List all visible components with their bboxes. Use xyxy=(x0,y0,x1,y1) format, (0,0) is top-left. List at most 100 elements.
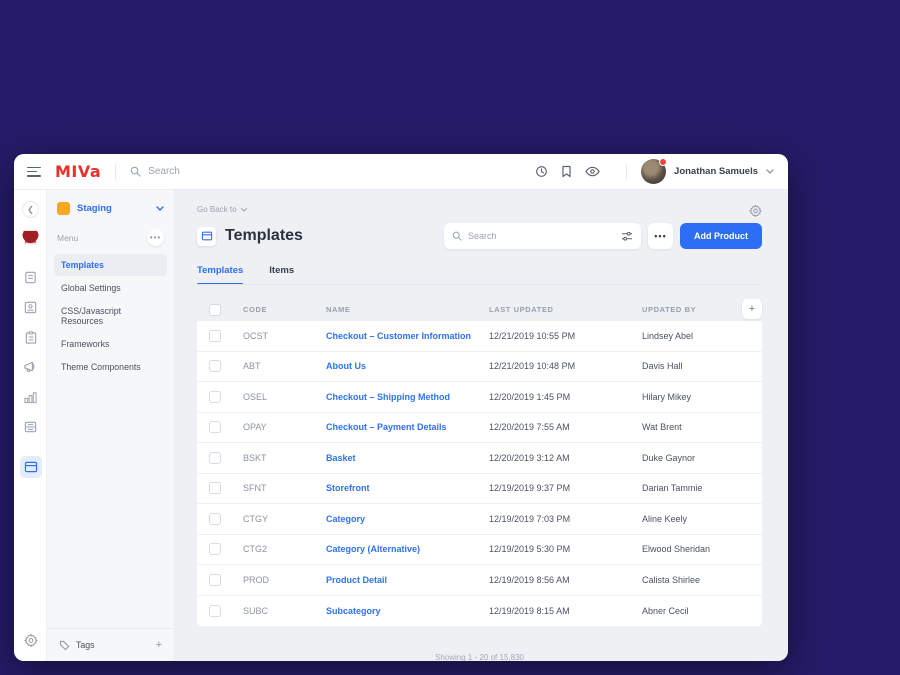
table-row[interactable]: CTG2 Category (Alternative) 12/19/2019 5… xyxy=(197,534,762,565)
row-updated-by: Elwood Sheridan xyxy=(642,544,711,555)
reports-icon[interactable] xyxy=(14,384,47,410)
row-name-link[interactable]: Category xyxy=(326,513,366,524)
search-icon xyxy=(130,166,141,177)
customers-icon[interactable] xyxy=(14,294,47,320)
store-selector[interactable]: Staging xyxy=(57,202,164,215)
orders-icon[interactable] xyxy=(14,264,47,290)
add-product-button[interactable]: Add Product xyxy=(680,223,762,249)
column-header-name[interactable]: NAME xyxy=(326,305,351,314)
row-checkbox[interactable] xyxy=(209,360,221,373)
sidebar-item-theme-components[interactable]: Theme Components xyxy=(61,362,141,372)
icon-rail: ❮ xyxy=(14,190,47,661)
list-search[interactable] xyxy=(444,223,641,249)
table-row[interactable]: SUBC Subcategory 12/19/2019 8:15 AM Abne… xyxy=(197,595,762,626)
table-row[interactable]: OSEL Checkout – Shipping Method 12/20/20… xyxy=(197,382,762,413)
sidebar-item-templates[interactable]: Templates xyxy=(54,254,167,276)
row-name-link[interactable]: Category (Alternative) xyxy=(326,544,421,555)
user-name: Jonathan Samuels xyxy=(674,166,758,177)
tabs-divider xyxy=(197,284,762,285)
row-checkbox[interactable] xyxy=(209,543,221,556)
row-last-updated: 12/19/2019 9:37 PM xyxy=(489,483,571,494)
column-header-last-updated[interactable]: LAST UPDATED xyxy=(489,305,554,314)
marketing-icon[interactable] xyxy=(14,354,47,380)
add-tag-button[interactable]: + xyxy=(155,639,162,651)
row-name-link[interactable]: Subcategory xyxy=(326,605,381,616)
store-icon[interactable] xyxy=(14,224,47,250)
list-search-input[interactable] xyxy=(468,231,615,241)
row-code: CTGY xyxy=(243,513,269,524)
table-row[interactable]: OCST Checkout – Customer Information 12/… xyxy=(197,321,762,352)
row-updated-by: Wat Brent xyxy=(642,422,682,433)
tab-templates[interactable]: Templates xyxy=(197,265,244,285)
table-row[interactable]: PROD Product Detail 12/19/2019 8:56 AM C… xyxy=(197,565,762,596)
row-checkbox[interactable] xyxy=(209,390,221,403)
row-name-link[interactable]: Product Detail xyxy=(326,574,388,585)
page-settings-gear-icon[interactable] xyxy=(749,204,762,217)
gear-icon[interactable] xyxy=(14,627,47,653)
global-search[interactable] xyxy=(130,166,535,177)
catalog-icon[interactable] xyxy=(14,324,47,350)
table-header: CODE NAME LAST UPDATED UPDATED BY + xyxy=(197,298,762,321)
select-all-checkbox[interactable] xyxy=(209,303,221,316)
table-row[interactable]: BSKT Basket 12/20/2019 3:12 AM Duke Gayn… xyxy=(197,443,762,474)
row-checkbox[interactable] xyxy=(209,421,221,434)
table-row[interactable]: OPAY Checkout – Payment Details 12/20/20… xyxy=(197,412,762,443)
user-menu[interactable]: Jonathan Samuels xyxy=(641,158,774,184)
global-search-input[interactable] xyxy=(148,166,349,177)
menu-more-button[interactable]: ••• xyxy=(147,229,164,246)
row-name-link[interactable]: Checkout – Customer Information xyxy=(326,330,472,341)
row-name-link[interactable]: About Us xyxy=(326,361,366,372)
sidebar-item-global-settings[interactable]: Global Settings xyxy=(61,283,121,293)
sidebar-item-css-javascript-resources[interactable]: CSS/Javascript Resources xyxy=(61,306,122,326)
chevron-down-icon xyxy=(240,207,247,212)
row-checkbox[interactable] xyxy=(209,573,221,586)
archive-icon[interactable] xyxy=(14,414,47,440)
row-last-updated: 12/19/2019 8:15 AM xyxy=(489,605,570,616)
row-checkbox[interactable] xyxy=(209,604,221,617)
row-name-link[interactable]: Checkout – Payment Details xyxy=(326,422,447,433)
table-row[interactable]: CTGY Category 12/19/2019 7:03 PM Aline K… xyxy=(197,504,762,535)
table-row[interactable]: SFNT Storefront 12/19/2019 9:37 PM Daria… xyxy=(197,473,762,504)
tab-items[interactable]: Items xyxy=(269,265,295,276)
row-code: SFNT xyxy=(243,483,267,494)
row-name-link[interactable]: Basket xyxy=(326,452,356,463)
tags-section: Tags + xyxy=(47,628,174,661)
search-icon xyxy=(452,231,462,241)
eye-icon[interactable] xyxy=(585,166,600,177)
store-color-swatch xyxy=(57,202,70,215)
row-checkbox[interactable] xyxy=(209,329,221,342)
column-header-code[interactable]: CODE xyxy=(243,305,268,314)
tags-label: Tags xyxy=(76,640,95,650)
history-icon[interactable] xyxy=(535,165,548,178)
go-back-dropdown[interactable]: Go Back to xyxy=(197,205,762,214)
row-code: ABT xyxy=(243,361,261,372)
row-checkbox[interactable] xyxy=(209,512,221,525)
more-actions-button[interactable]: ••• xyxy=(648,223,673,249)
row-checkbox[interactable] xyxy=(209,482,221,495)
hamburger-icon[interactable] xyxy=(27,166,41,177)
avatar xyxy=(641,158,668,184)
column-header-updated-by[interactable]: UPDATED BY xyxy=(642,305,697,314)
row-name-link[interactable]: Checkout – Shipping Method xyxy=(326,391,450,402)
row-last-updated: 12/20/2019 1:45 PM xyxy=(489,391,571,402)
row-checkbox[interactable] xyxy=(209,451,221,464)
filter-sliders-icon[interactable] xyxy=(621,231,633,242)
row-name-link[interactable]: Storefront xyxy=(326,483,370,494)
notification-dot xyxy=(659,158,668,166)
chevron-down-icon xyxy=(766,169,774,174)
row-last-updated: 12/21/2019 10:48 PM xyxy=(489,361,576,372)
user-interface-icon[interactable] xyxy=(14,454,47,480)
row-updated-by: Lindsey Abel xyxy=(642,330,694,341)
row-last-updated: 12/21/2019 10:55 PM xyxy=(489,330,576,341)
row-updated-by: Duke Gaynor xyxy=(642,452,696,463)
tabs: Templates Items xyxy=(197,265,762,285)
table-row[interactable]: ABT About Us 12/21/2019 10:48 PM Davis H… xyxy=(197,351,762,382)
bookmark-icon[interactable] xyxy=(561,165,572,178)
row-code: SUBC xyxy=(243,605,269,616)
store-name: Staging xyxy=(77,203,112,214)
divider xyxy=(115,163,117,180)
collapse-back-icon[interactable]: ❮ xyxy=(14,196,47,222)
add-column-button[interactable]: + xyxy=(742,299,762,319)
row-last-updated: 12/19/2019 5:30 PM xyxy=(489,544,571,555)
sidebar-item-frameworks[interactable]: Frameworks xyxy=(61,339,110,349)
